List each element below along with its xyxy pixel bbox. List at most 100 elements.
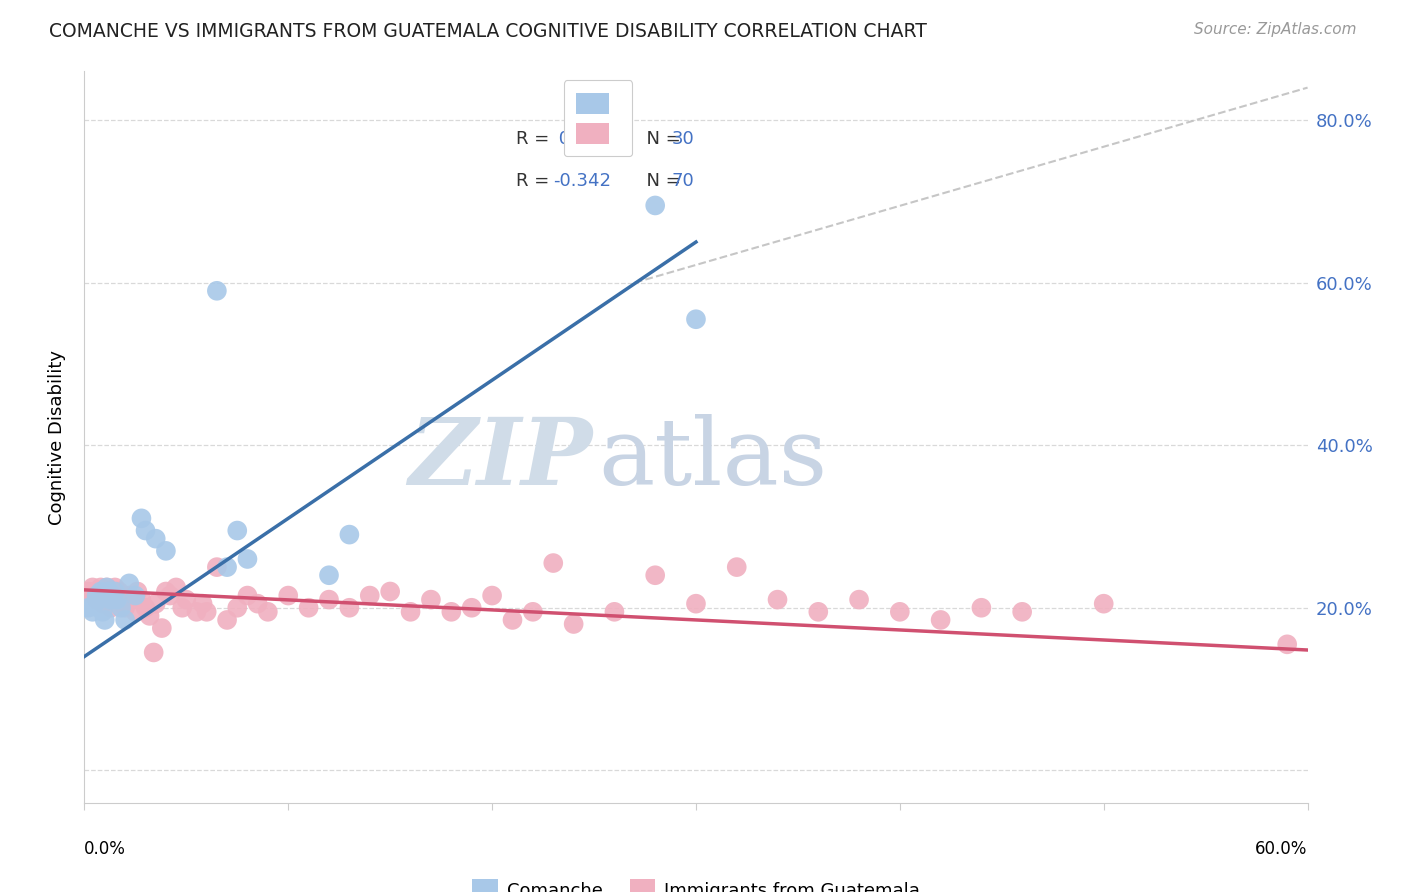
Point <box>929 613 952 627</box>
Point <box>205 284 228 298</box>
Point <box>562 617 585 632</box>
Point <box>1011 605 1033 619</box>
Point <box>131 511 153 525</box>
Text: Source: ZipAtlas.com: Source: ZipAtlas.com <box>1194 22 1357 37</box>
Point <box>87 592 110 607</box>
Point <box>205 560 228 574</box>
Point <box>155 584 177 599</box>
Point <box>174 592 197 607</box>
Point <box>112 597 135 611</box>
Point <box>96 581 118 595</box>
Point <box>1092 597 1115 611</box>
Point <box>186 605 208 619</box>
Point <box>603 605 626 619</box>
Text: 0.780: 0.780 <box>553 130 610 148</box>
Point <box>91 597 114 611</box>
Point <box>298 600 321 615</box>
Point <box>145 532 167 546</box>
Point <box>105 592 128 607</box>
Y-axis label: Cognitive Disability: Cognitive Disability <box>48 350 66 524</box>
Text: -0.342: -0.342 <box>553 172 610 190</box>
Point <box>100 592 122 607</box>
Point <box>685 312 707 326</box>
Text: 70: 70 <box>672 172 695 190</box>
Text: COMANCHE VS IMMIGRANTS FROM GUATEMALA COGNITIVE DISABILITY CORRELATION CHART: COMANCHE VS IMMIGRANTS FROM GUATEMALA CO… <box>49 22 927 41</box>
Point <box>135 600 157 615</box>
Text: ZIP: ZIP <box>408 414 592 504</box>
Point <box>127 584 149 599</box>
Point <box>110 589 132 603</box>
Point <box>110 600 132 615</box>
Point <box>104 581 127 595</box>
Point <box>172 600 194 615</box>
Point <box>380 584 402 599</box>
Text: 30: 30 <box>672 130 695 148</box>
Point <box>502 613 524 627</box>
Point <box>93 613 115 627</box>
Point <box>644 198 666 212</box>
Point <box>124 605 146 619</box>
Point <box>339 600 361 615</box>
Point <box>236 552 259 566</box>
Point <box>142 645 165 659</box>
Point <box>90 584 112 599</box>
Point <box>105 592 128 607</box>
Text: 60.0%: 60.0% <box>1256 840 1308 858</box>
Point <box>226 600 249 615</box>
Point <box>77 584 100 599</box>
Point <box>150 621 173 635</box>
Point <box>100 600 122 615</box>
Point <box>399 605 422 619</box>
Point <box>138 608 160 623</box>
Point <box>104 584 127 599</box>
Point <box>481 589 503 603</box>
Point <box>101 589 124 603</box>
Point <box>83 597 105 611</box>
Point <box>96 581 118 595</box>
Text: R =: R = <box>516 130 555 148</box>
Point <box>122 592 145 607</box>
Point <box>420 592 443 607</box>
Point <box>87 584 110 599</box>
Point <box>359 589 381 603</box>
Point <box>807 605 830 619</box>
Point <box>543 556 565 570</box>
Text: R =: R = <box>516 172 555 190</box>
Point <box>889 605 911 619</box>
Text: atlas: atlas <box>598 414 827 504</box>
Point <box>970 600 993 615</box>
Point <box>318 592 340 607</box>
Point <box>145 597 167 611</box>
Point <box>685 597 707 611</box>
Point <box>725 560 748 574</box>
Point <box>766 592 789 607</box>
Point <box>77 600 100 615</box>
Point <box>83 589 105 603</box>
Point <box>114 613 136 627</box>
Point <box>118 576 141 591</box>
Point <box>91 605 114 619</box>
Point <box>155 544 177 558</box>
Point <box>114 600 136 615</box>
Point <box>135 524 157 538</box>
Text: N =: N = <box>636 130 686 148</box>
Point <box>217 560 239 574</box>
Point <box>93 589 115 603</box>
Point <box>97 584 120 599</box>
Point <box>236 589 259 603</box>
Point <box>246 597 269 611</box>
Point <box>101 589 124 603</box>
Point <box>440 605 463 619</box>
Point <box>159 589 181 603</box>
Point <box>848 592 870 607</box>
Point <box>82 605 104 619</box>
Point <box>97 592 120 607</box>
Point <box>318 568 340 582</box>
Point <box>257 605 280 619</box>
Legend: Comanche, Immigrants from Guatemala: Comanche, Immigrants from Guatemala <box>463 871 929 892</box>
Point <box>226 524 249 538</box>
Point <box>339 527 361 541</box>
Point <box>90 581 112 595</box>
Point <box>644 568 666 582</box>
Point <box>461 600 484 615</box>
